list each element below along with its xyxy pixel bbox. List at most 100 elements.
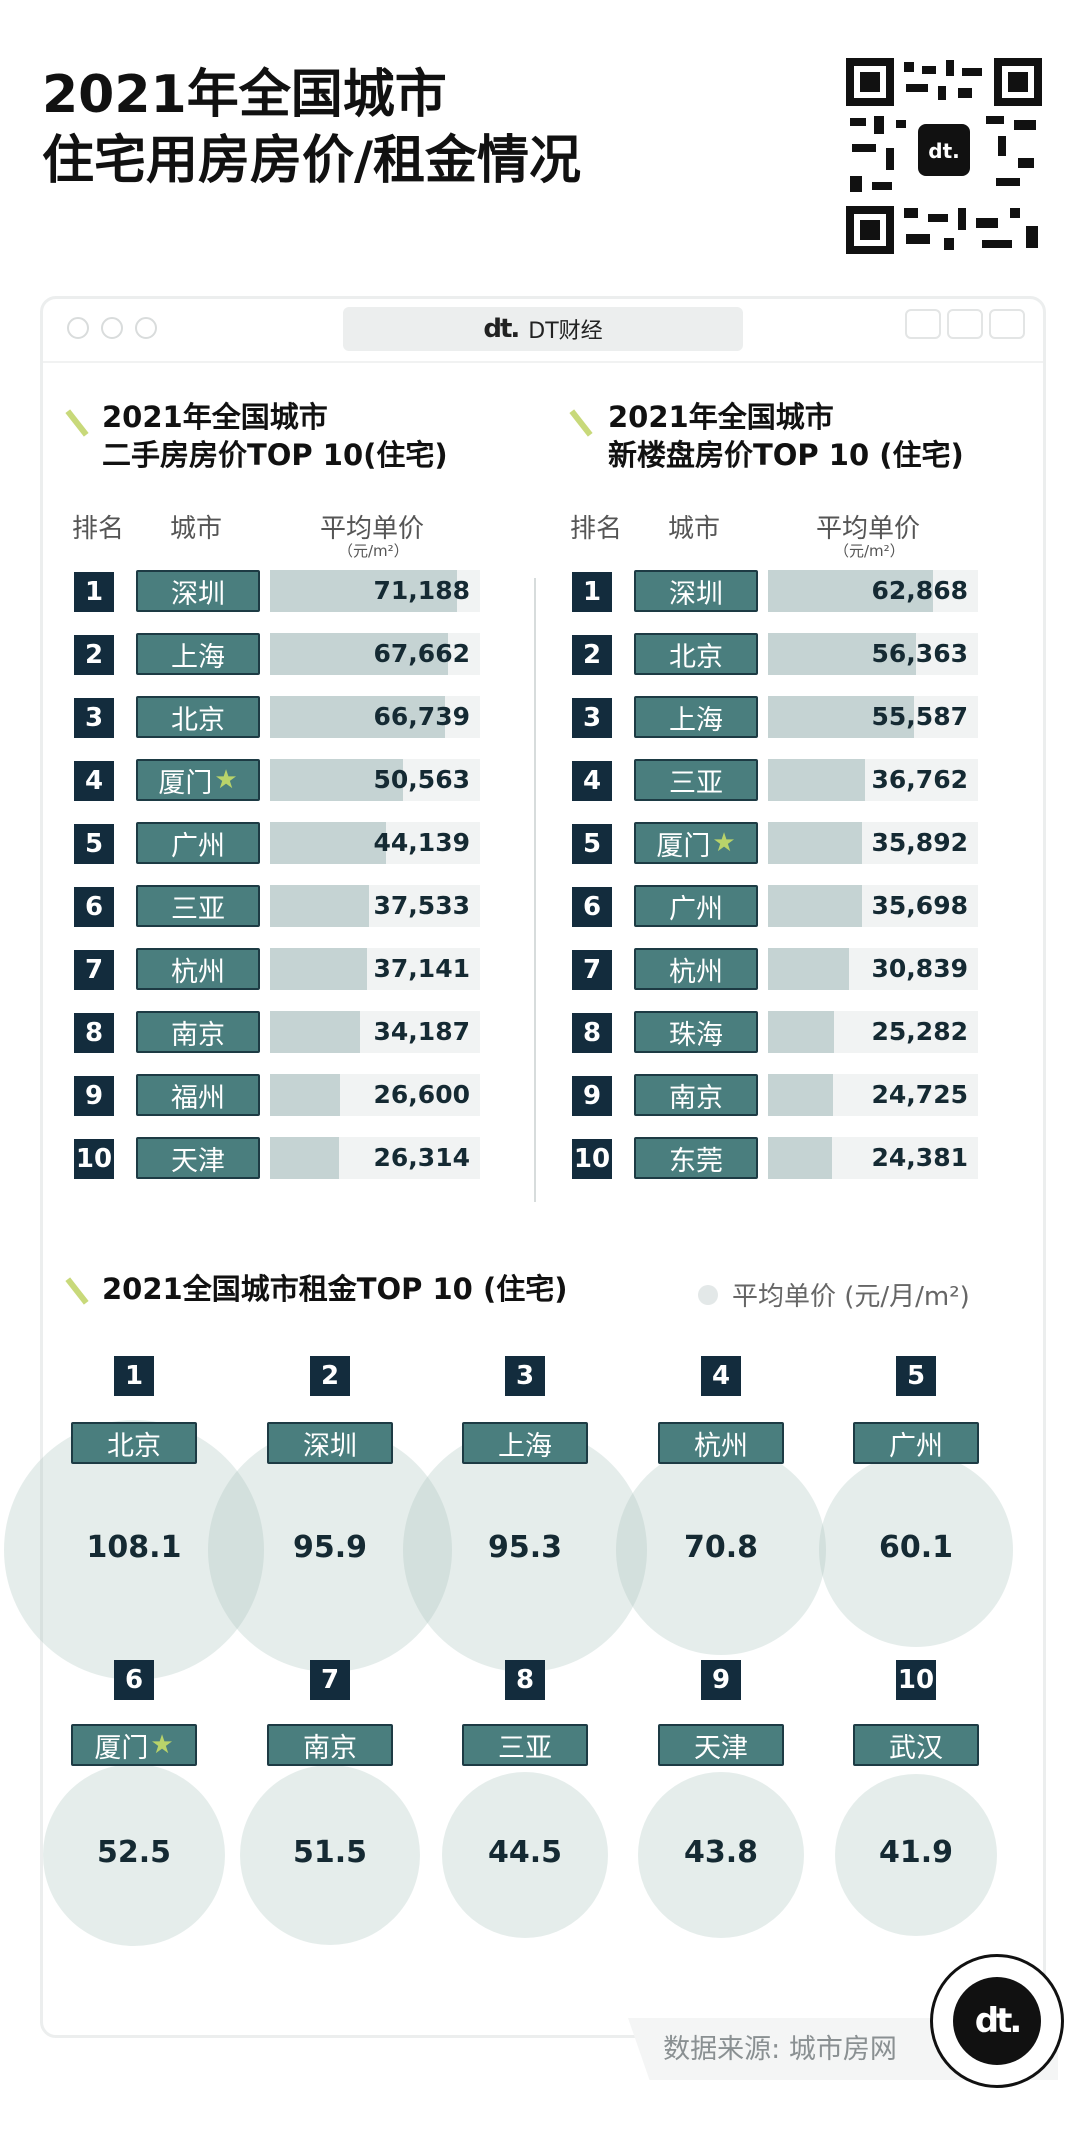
bar-value: 66,739 bbox=[373, 702, 470, 731]
bar-row: 9 南京 24,725 bbox=[572, 1074, 982, 1118]
city-label: 三亚 bbox=[462, 1724, 588, 1766]
dt-logo-icon: dt. bbox=[953, 1977, 1041, 2065]
city-name: 广州 bbox=[669, 893, 723, 925]
rank-badge: 2 bbox=[310, 1356, 350, 1396]
city-name: 南京 bbox=[669, 1082, 723, 1114]
rent-value: 52.5 bbox=[96, 1835, 172, 1870]
bar-fill bbox=[270, 1074, 340, 1116]
city-name: 北京 bbox=[107, 1430, 161, 1462]
bar-track: 55,587 bbox=[768, 696, 978, 738]
bar-row: 4 三亚 36,762 bbox=[572, 759, 982, 803]
city-label: 厦门 ★ bbox=[136, 759, 260, 801]
city-label: 北京 bbox=[71, 1422, 197, 1464]
rank-badge: 7 bbox=[572, 950, 612, 990]
bar-fill bbox=[768, 570, 933, 612]
rank-badge: 2 bbox=[572, 635, 612, 675]
rank-badge: 8 bbox=[505, 1660, 545, 1700]
city-name: 深圳 bbox=[303, 1430, 357, 1462]
city-label: 杭州 bbox=[136, 948, 260, 990]
right-chart-title-line-1: 2021年全国城市 bbox=[608, 400, 834, 434]
city-label: 广州 bbox=[634, 885, 758, 927]
bar-track: 67,662 bbox=[270, 633, 480, 675]
bar-row: 7 杭州 30,839 bbox=[572, 948, 982, 992]
city-name: 天津 bbox=[694, 1732, 748, 1764]
rent-section-title: 2021全国城市租金TOP 10 (住宅) bbox=[102, 1272, 568, 1306]
city-label: 三亚 bbox=[634, 759, 758, 801]
rank-badge: 9 bbox=[701, 1660, 741, 1700]
city-name: 上海 bbox=[171, 641, 225, 673]
rent-bubble bbox=[442, 1772, 608, 1938]
city-name: 南京 bbox=[303, 1732, 357, 1764]
left-col-unit: （元/m²） bbox=[338, 542, 409, 560]
bar-row: 3 上海 55,587 bbox=[572, 696, 982, 740]
rent-bubble bbox=[835, 1774, 997, 1936]
rank-badge: 5 bbox=[572, 824, 612, 864]
bar-row: 9 福州 26,600 bbox=[74, 1074, 484, 1118]
city-label: 南京 bbox=[136, 1011, 260, 1053]
bar-value: 36,762 bbox=[871, 765, 968, 794]
rank-badge: 4 bbox=[572, 761, 612, 801]
bar-track: 66,739 bbox=[270, 696, 480, 738]
bar-track: 62,868 bbox=[768, 570, 978, 612]
rank-badge: 2 bbox=[74, 635, 114, 675]
bar-fill bbox=[768, 1011, 834, 1053]
bar-track: 44,139 bbox=[270, 822, 480, 864]
bar-value: 26,314 bbox=[373, 1143, 470, 1172]
bar-row: 6 三亚 37,533 bbox=[74, 885, 484, 929]
right-chart-title-line-2: 新楼盘房价TOP 10 (住宅) bbox=[608, 438, 964, 472]
maximize-dot-icon[interactable] bbox=[135, 317, 157, 339]
bar-row: 5 广州 44,139 bbox=[74, 822, 484, 866]
rank-badge: 6 bbox=[572, 887, 612, 927]
star-icon: ★ bbox=[214, 765, 238, 795]
rent-value: 108.1 bbox=[86, 1530, 182, 1565]
bar-track: 26,314 bbox=[270, 1137, 480, 1179]
city-name: 天津 bbox=[171, 1145, 225, 1177]
left-chart-title-line-2: 二手房房价TOP 10(住宅) bbox=[102, 438, 448, 472]
dt-badge[interactable]: dt. bbox=[930, 1954, 1064, 2088]
city-label: 东莞 bbox=[634, 1137, 758, 1179]
rent-value: 51.5 bbox=[292, 1835, 368, 1870]
copy-icon[interactable] bbox=[989, 309, 1025, 339]
left-col-price: 平均单价 bbox=[320, 514, 425, 544]
city-name: 东莞 bbox=[669, 1145, 723, 1177]
city-name: 武汉 bbox=[889, 1732, 943, 1764]
city-name: 三亚 bbox=[669, 767, 723, 799]
rank-badge: 6 bbox=[74, 887, 114, 927]
record-icon[interactable] bbox=[905, 309, 941, 339]
bar-value: 37,141 bbox=[373, 954, 470, 983]
left-col-city: 城市 bbox=[170, 514, 223, 544]
bar-track: 35,698 bbox=[768, 885, 978, 927]
share-icon[interactable] bbox=[947, 309, 983, 339]
right-col-unit: （元/m²） bbox=[834, 542, 905, 560]
rent-bubble bbox=[819, 1453, 1013, 1647]
city-name: 杭州 bbox=[171, 956, 225, 988]
city-name: 广州 bbox=[171, 830, 225, 862]
city-name: 三亚 bbox=[498, 1732, 552, 1764]
rent-value: 44.5 bbox=[487, 1835, 563, 1870]
rent-bubble bbox=[403, 1428, 647, 1672]
bar-value: 56,363 bbox=[871, 639, 968, 668]
bar-fill bbox=[768, 696, 914, 738]
bar-fill bbox=[768, 633, 916, 675]
city-label: 天津 bbox=[136, 1137, 260, 1179]
close-dot-icon[interactable] bbox=[67, 317, 89, 339]
minimize-dot-icon[interactable] bbox=[101, 317, 123, 339]
title-line-2: 住宅用房房价/租金情况 bbox=[42, 131, 581, 191]
right-chart-title: 2021年全国城市 新楼盘房价TOP 10 (住宅) bbox=[608, 398, 964, 474]
city-label: 南京 bbox=[634, 1074, 758, 1116]
rank-badge: 8 bbox=[572, 1013, 612, 1053]
city-label: 北京 bbox=[136, 696, 260, 738]
bar-row: 5 厦门 ★ 35,892 bbox=[572, 822, 982, 866]
rent-value: 43.8 bbox=[683, 1835, 759, 1870]
left-col-rank: 排名 bbox=[72, 514, 125, 544]
city-label: 上海 bbox=[136, 633, 260, 675]
city-name: 珠海 bbox=[669, 1019, 723, 1051]
right-col-city: 城市 bbox=[668, 514, 721, 544]
bar-row: 4 厦门 ★ 50,563 bbox=[74, 759, 484, 803]
city-label: 深圳 bbox=[634, 570, 758, 612]
window-tab[interactable]: dt. DT财经 bbox=[343, 307, 743, 351]
title-line-1: 2021年全国城市 bbox=[42, 65, 447, 125]
left-chart-title: 2021年全国城市 二手房房价TOP 10(住宅) bbox=[102, 398, 448, 474]
bar-fill bbox=[768, 1137, 832, 1179]
bar-row: 1 深圳 71,188 bbox=[74, 570, 484, 614]
